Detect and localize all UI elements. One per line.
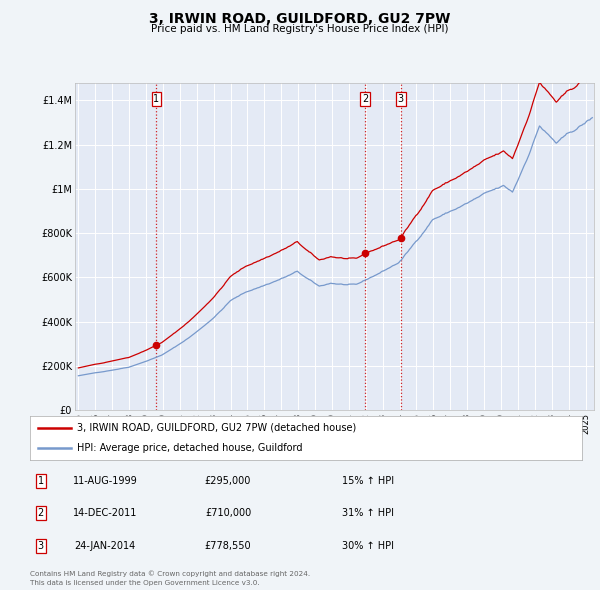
- Text: 11-AUG-1999: 11-AUG-1999: [73, 476, 137, 486]
- Text: HPI: Average price, detached house, Guildford: HPI: Average price, detached house, Guil…: [77, 443, 302, 453]
- Text: £295,000: £295,000: [205, 476, 251, 486]
- Text: 30% ↑ HPI: 30% ↑ HPI: [342, 541, 394, 550]
- Text: Price paid vs. HM Land Registry's House Price Index (HPI): Price paid vs. HM Land Registry's House …: [151, 24, 449, 34]
- Text: 14-DEC-2011: 14-DEC-2011: [73, 509, 137, 518]
- Text: 15% ↑ HPI: 15% ↑ HPI: [342, 476, 394, 486]
- Text: 31% ↑ HPI: 31% ↑ HPI: [342, 509, 394, 518]
- Text: 3, IRWIN ROAD, GUILDFORD, GU2 7PW: 3, IRWIN ROAD, GUILDFORD, GU2 7PW: [149, 12, 451, 26]
- Text: 3: 3: [398, 94, 404, 104]
- Text: 1: 1: [154, 94, 160, 104]
- Text: This data is licensed under the Open Government Licence v3.0.: This data is licensed under the Open Gov…: [30, 581, 260, 586]
- Text: Contains HM Land Registry data © Crown copyright and database right 2024.: Contains HM Land Registry data © Crown c…: [30, 571, 310, 577]
- Text: 24-JAN-2014: 24-JAN-2014: [74, 541, 136, 550]
- Text: 1: 1: [38, 476, 44, 486]
- Text: £710,000: £710,000: [205, 509, 251, 518]
- Text: 3: 3: [38, 541, 44, 550]
- Text: 3, IRWIN ROAD, GUILDFORD, GU2 7PW (detached house): 3, IRWIN ROAD, GUILDFORD, GU2 7PW (detac…: [77, 423, 356, 433]
- Text: 2: 2: [362, 94, 368, 104]
- Text: 2: 2: [38, 509, 44, 518]
- Text: £778,550: £778,550: [205, 541, 251, 550]
